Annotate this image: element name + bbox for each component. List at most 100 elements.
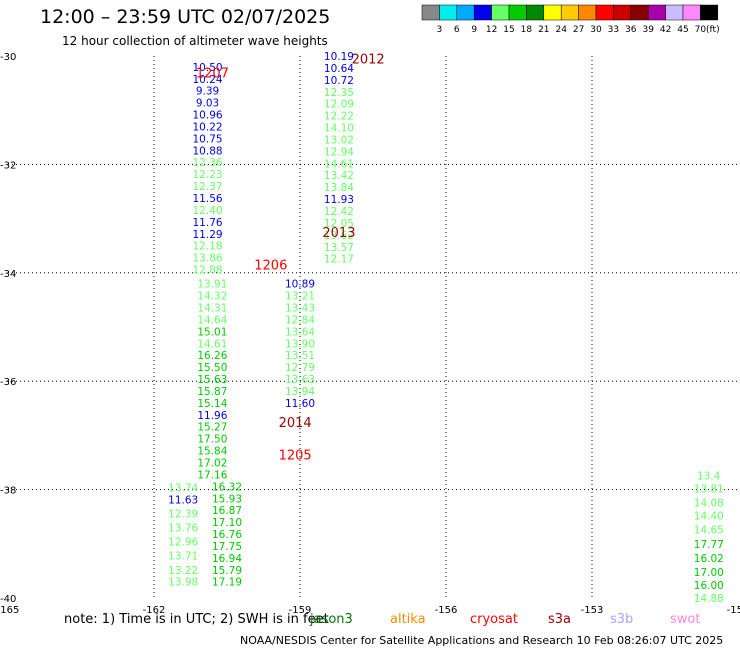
wave-height-value: 12.18 xyxy=(193,241,223,253)
wave-height-value: 11.56 xyxy=(193,193,223,205)
wave-height-value: 10.75 xyxy=(193,133,223,145)
wave-height-value: 10.64 xyxy=(324,63,354,75)
pass-label: 1206 xyxy=(254,259,287,274)
y-tick-label: -32 xyxy=(0,160,16,171)
wave-height-value: 13.62 xyxy=(324,230,354,242)
wave-height-value: 15.14 xyxy=(197,398,227,410)
wave-height-value: 12.05 xyxy=(324,218,354,230)
wave-height-value: 15.27 xyxy=(197,422,227,434)
colorbar-label: 70 xyxy=(695,25,707,35)
y-tick-label: -40 xyxy=(0,594,16,605)
wave-height-value: 16.02 xyxy=(694,553,724,565)
colorbar-label: 24 xyxy=(555,25,567,35)
wave-height-value: 14.61 xyxy=(197,338,227,350)
pass-label: 1207 xyxy=(196,66,229,81)
satellite-legend-item: s3a xyxy=(548,612,572,627)
wave-height-value: 16.87 xyxy=(212,505,242,517)
wave-height-value: 12.36 xyxy=(193,157,223,169)
colorbar-label: 21 xyxy=(538,25,549,35)
wave-height-value: 13.81 xyxy=(694,484,724,496)
wave-height-value: 15.79 xyxy=(212,565,242,577)
wave-height-value: 17.16 xyxy=(197,469,227,481)
wave-height-value: 13.71 xyxy=(168,551,198,563)
pass-label: 1205 xyxy=(279,448,312,463)
x-tick-label: -150 xyxy=(727,605,740,616)
y-tick-label: -30 xyxy=(0,52,16,63)
wave-height-value: 10.88 xyxy=(193,145,223,157)
pass-label: 2012 xyxy=(352,53,385,68)
colorbar-swatch xyxy=(700,4,719,21)
wave-height-value: 12.35 xyxy=(324,87,354,99)
wave-height-value: 13.63 xyxy=(285,374,315,386)
wave-height-value: 15.50 xyxy=(197,362,227,374)
wave-height-value: 14.08 xyxy=(694,498,724,510)
wave-height-value: 12.39 xyxy=(168,508,198,520)
wave-height-value: 17.00 xyxy=(694,567,724,579)
satellite-legend-item: s3b xyxy=(610,612,634,627)
colorbar-label: 12 xyxy=(486,25,497,35)
wave-height-value: 17.02 xyxy=(197,458,227,470)
x-tick-label: -153 xyxy=(581,605,604,616)
satellite-legend-item: cryosat xyxy=(470,612,518,627)
wave-height-value: 10.72 xyxy=(324,75,354,87)
wave-height-value: 10.24 xyxy=(193,74,223,86)
colorbar-label: 36 xyxy=(625,25,637,35)
colorbar-label: 9 xyxy=(471,25,477,35)
y-tick-label: -36 xyxy=(0,377,16,388)
wave-height-value: 13.02 xyxy=(324,134,354,146)
wave-height-value: 13.94 xyxy=(285,386,315,398)
wave-height-value: 13.86 xyxy=(193,253,223,265)
wave-height-value: 15.87 xyxy=(197,386,227,398)
wave-height-value: 16.26 xyxy=(197,350,227,362)
wave-height-value: 13.64 xyxy=(285,326,315,338)
wave-height-value: 13.76 xyxy=(168,523,198,535)
wave-height-value: 9.39 xyxy=(196,86,219,98)
wave-height-value: 13.57 xyxy=(324,242,354,254)
pass-label: 2013 xyxy=(322,226,355,241)
pass-label: 2014 xyxy=(279,416,312,431)
wave-height-value: 12.22 xyxy=(324,111,354,123)
wave-height-value: 11.63 xyxy=(168,494,198,506)
wave-height-value: 17.50 xyxy=(197,434,227,446)
wave-height-value: 13.84 xyxy=(324,182,354,194)
wave-height-value: 12.42 xyxy=(324,206,354,218)
x-tick-label: -162 xyxy=(143,605,166,616)
wave-height-value: 15.93 xyxy=(212,493,242,505)
colorbar-label: 30 xyxy=(590,25,602,35)
wave-height-value: 12.94 xyxy=(324,146,354,158)
colorbar-label: 27 xyxy=(573,25,584,35)
wave-height-value: 13.74 xyxy=(168,482,198,494)
colorbar-label: 45 xyxy=(677,25,688,35)
wave-height-value: 13.43 xyxy=(285,302,315,314)
wave-height-value: 9.03 xyxy=(196,98,219,110)
wave-height-value: 11.96 xyxy=(197,410,227,422)
wave-height-value: 14.61 xyxy=(324,158,354,170)
wave-height-value: 12.17 xyxy=(324,254,354,266)
wave-height-value: 11.76 xyxy=(193,217,223,229)
colorbar-label: 18 xyxy=(521,25,533,35)
wave-height-value: 12.09 xyxy=(324,99,354,111)
wave-height-value: 17.10 xyxy=(212,517,242,529)
satellite-legend-item: altika xyxy=(390,612,426,627)
x-tick-label: -156 xyxy=(435,605,458,616)
wave-height-value: 11.29 xyxy=(193,229,223,241)
y-tick-label: -38 xyxy=(0,486,16,497)
wave-height-value: 12.84 xyxy=(285,314,315,326)
wave-height-value: 11.60 xyxy=(285,398,315,410)
wave-height-value: 13.4 xyxy=(697,471,721,483)
wave-height-value: 13.22 xyxy=(168,565,198,577)
wave-height-value: 17.75 xyxy=(212,541,242,553)
satellite-legend-item: jason3 xyxy=(310,612,353,627)
wave-height-value: 14.88 xyxy=(694,593,724,605)
satellite-legend-item: swot xyxy=(670,612,701,627)
wave-height-value: 10.22 xyxy=(193,121,223,133)
wave-height-value: 12.37 xyxy=(193,181,223,193)
wave-height-value: 15.63 xyxy=(197,374,227,386)
wave-height-value: 16.00 xyxy=(694,580,724,592)
x-tick-label: -165 xyxy=(0,605,19,616)
wave-height-value: 14.32 xyxy=(197,291,227,303)
wave-height-value: 13.21 xyxy=(285,291,315,303)
wave-height-value: 12.88 xyxy=(193,265,223,277)
wave-height-value: 13.91 xyxy=(197,279,227,291)
